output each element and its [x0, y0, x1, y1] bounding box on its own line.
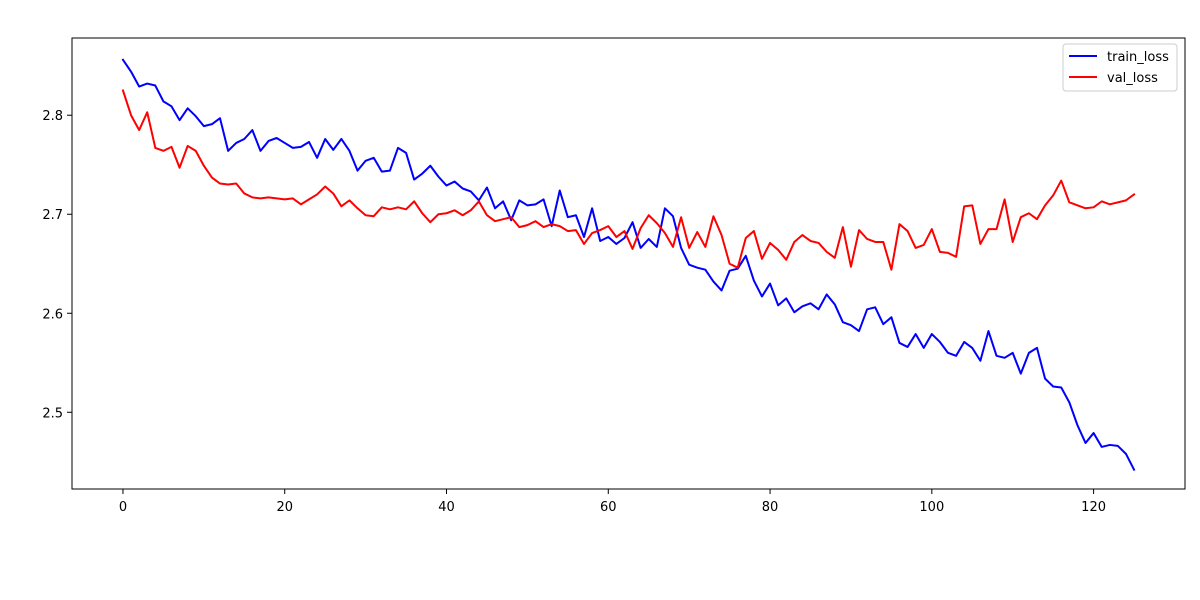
x-tick-label: 80 [762, 500, 779, 515]
legend-label-train_loss: train_loss [1107, 50, 1169, 65]
x-tick-label: 0 [119, 500, 127, 515]
y-tick-label: 2.6 [42, 307, 63, 322]
x-axis: 0 20 40 60 80 100 120 [119, 489, 1106, 515]
y-tick-label: 2.7 [42, 208, 63, 223]
x-tick-label: 20 [276, 500, 293, 515]
plot-area-frame [71, 37, 1186, 490]
x-tick-label: 60 [600, 500, 617, 515]
series-line-val_loss [121, 89, 1136, 271]
legend-label-val_loss: val_loss [1107, 71, 1158, 86]
x-tick-label: 100 [919, 500, 944, 515]
x-tick-label: 120 [1081, 500, 1106, 515]
y-tick-label: 2.8 [42, 109, 63, 124]
series-line-train_loss [121, 58, 1136, 472]
y-tick-label: 2.5 [42, 406, 63, 421]
x-tick-label: 40 [438, 500, 455, 515]
series-layer [121, 58, 1136, 472]
y-axis: 2.5 2.6 2.7 2.8 [42, 109, 72, 421]
legend: train_loss val_loss [1062, 43, 1178, 92]
